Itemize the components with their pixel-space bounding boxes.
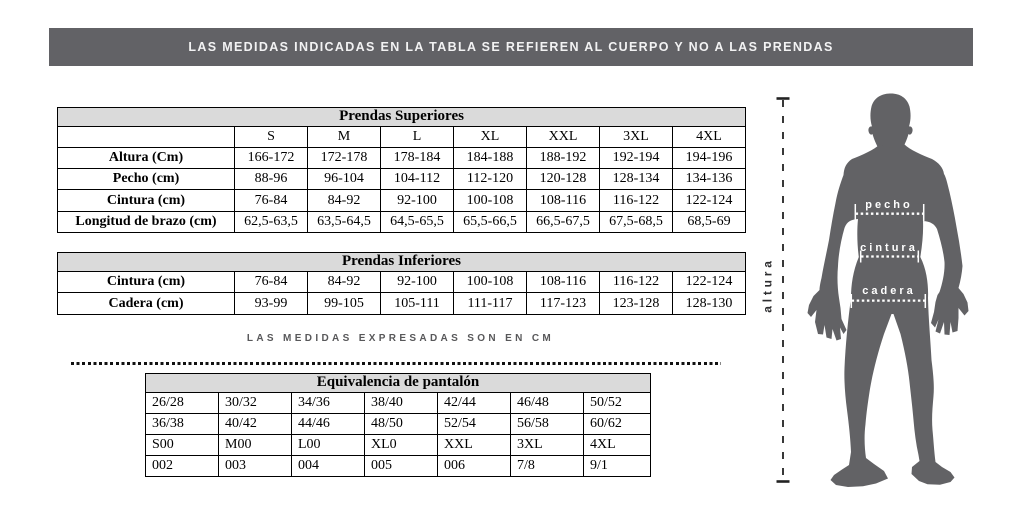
svg-text:cadera: cadera [862, 285, 915, 297]
svg-text:altura: altura [761, 257, 775, 312]
svg-text:pecho: pecho [865, 199, 912, 211]
svg-text:cintura: cintura [860, 242, 918, 254]
